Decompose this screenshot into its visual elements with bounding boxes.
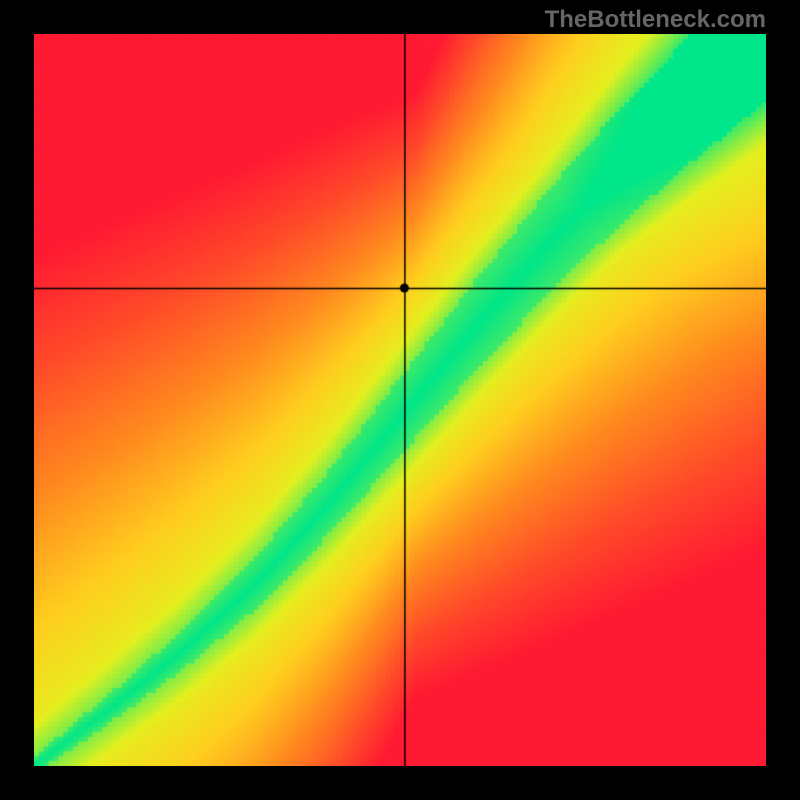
bottleneck-heatmap xyxy=(34,34,766,766)
watermark-text: TheBottleneck.com xyxy=(545,6,766,34)
